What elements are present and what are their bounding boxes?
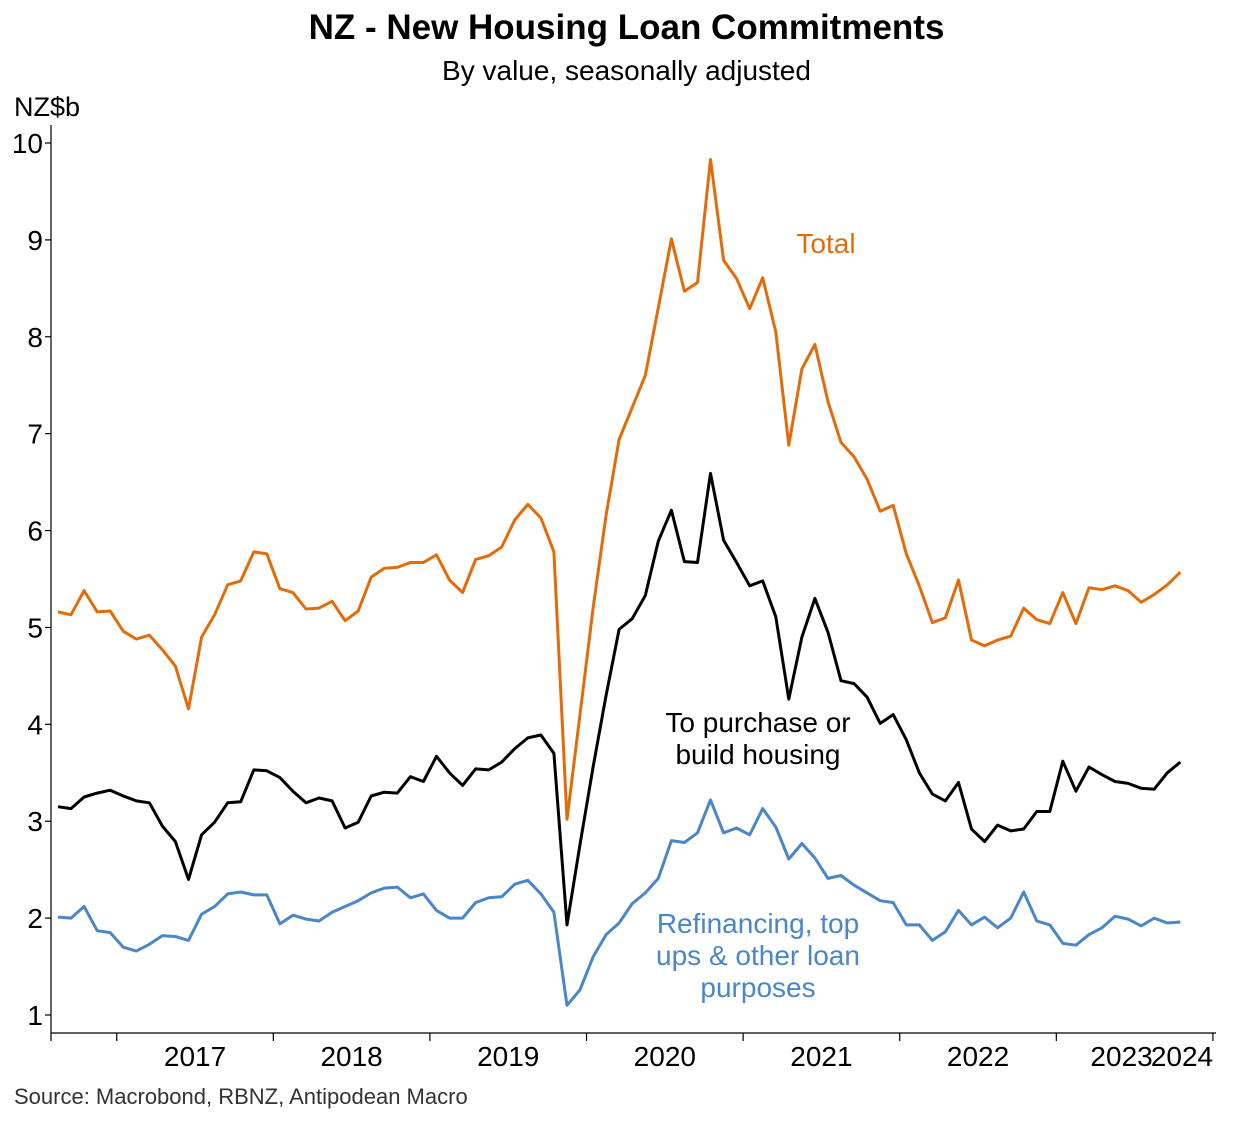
x-tick-label: 2024 (1151, 1041, 1213, 1072)
chart-title: NZ - New Housing Loan Commitments (308, 8, 945, 47)
x-tick-label: 2021 (790, 1041, 852, 1072)
chart-subtitle: By value, seasonally adjusted (442, 55, 811, 86)
series-label-1: Total (796, 228, 855, 259)
x-tick-label: 2017 (164, 1041, 226, 1072)
series-label-3: Refinancing, top (657, 908, 859, 939)
series-label-2: To purchase or (665, 707, 850, 738)
y-tick-label: 2 (27, 903, 43, 934)
x-tick-label: 2022 (947, 1041, 1009, 1072)
series-label-3: ups & other loan (656, 940, 860, 971)
x-tick-label: 2023 (1090, 1041, 1152, 1072)
series-lines (57, 158, 1182, 1007)
axes (50, 125, 1216, 1034)
x-tick-label: 2018 (320, 1041, 382, 1072)
y-tick-label: 1 (27, 1000, 43, 1031)
series-line-1 (57, 158, 1182, 821)
y-tick-label: 7 (27, 419, 43, 450)
y-tick-label: 4 (27, 709, 43, 740)
y-tick-label: 10 (12, 128, 43, 159)
series-line-3 (57, 798, 1181, 1007)
y-axis-label: NZ$b (14, 92, 81, 122)
y-axis-ticks: 1 2 3 4 5 6 7 8 9 10 (12, 128, 51, 1031)
y-tick-label: 9 (27, 225, 43, 256)
y-tick-label: 6 (27, 516, 43, 547)
series-line-2 (57, 471, 1182, 927)
series-label-3: purposes (700, 972, 815, 1003)
y-tick-label: 3 (27, 806, 43, 837)
y-tick-label: 8 (27, 322, 43, 353)
series-label-2: build housing (675, 739, 840, 770)
x-tick-label: 2019 (477, 1041, 539, 1072)
y-tick-label: 5 (27, 612, 43, 643)
source-note: Source: Macrobond, RBNZ, Antipodean Macr… (14, 1084, 468, 1109)
x-tick-label: 2020 (634, 1041, 696, 1072)
